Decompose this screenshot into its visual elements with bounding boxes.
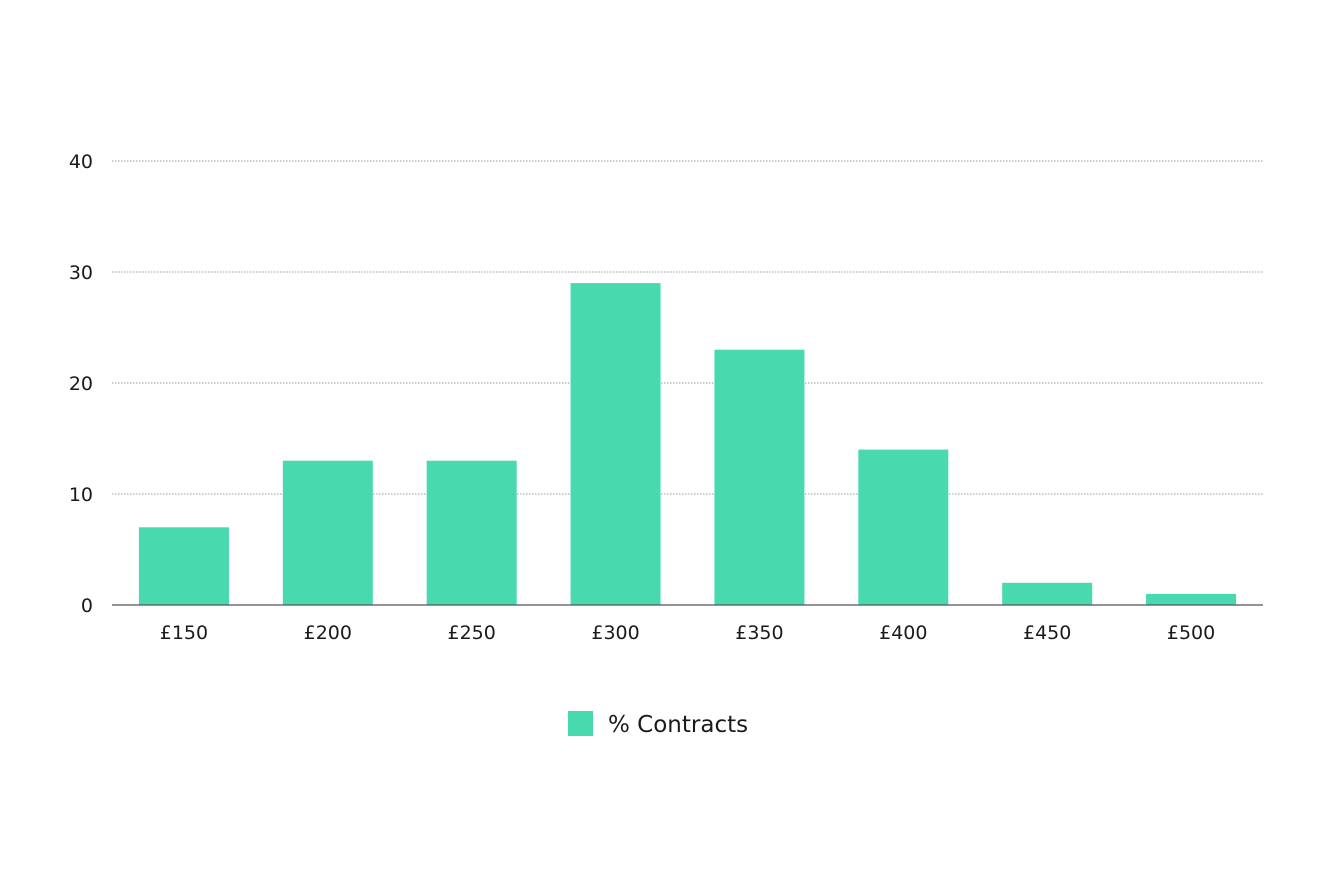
legend: % Contracts <box>568 711 748 738</box>
x-tick-label: £450 <box>1023 622 1071 644</box>
y-tick-label: 40 <box>69 151 93 173</box>
x-tick-label: £350 <box>735 622 783 644</box>
y-tick-label: 10 <box>69 484 93 506</box>
y-axis-tick-labels: 0 10 20 30 40 <box>69 151 93 617</box>
x-tick-label: £500 <box>1167 622 1215 644</box>
bar-250 <box>426 460 517 605</box>
bar-350 <box>714 349 805 605</box>
gridlines <box>112 160 1263 495</box>
y-tick-label: 30 <box>69 262 93 284</box>
x-tick-label: £250 <box>448 622 496 644</box>
x-tick-label: £400 <box>879 622 927 644</box>
bar-200 <box>282 460 373 605</box>
x-tick-label: £300 <box>591 622 639 644</box>
bar-400 <box>858 449 949 605</box>
bar-500 <box>1146 593 1237 605</box>
y-tick-label: 20 <box>69 373 93 395</box>
bar-450 <box>1002 582 1093 605</box>
x-axis-tick-labels: £150 £200 £250 £300 £350 £400 £450 £500 <box>160 622 1215 644</box>
legend-label: % Contracts <box>608 712 748 738</box>
x-tick-label: £200 <box>304 622 352 644</box>
legend-swatch <box>568 711 593 736</box>
y-tick-label: 0 <box>81 595 93 617</box>
bar-300 <box>570 283 661 605</box>
bars <box>138 283 1237 605</box>
bar-150 <box>138 527 229 605</box>
x-tick-label: £150 <box>160 622 208 644</box>
